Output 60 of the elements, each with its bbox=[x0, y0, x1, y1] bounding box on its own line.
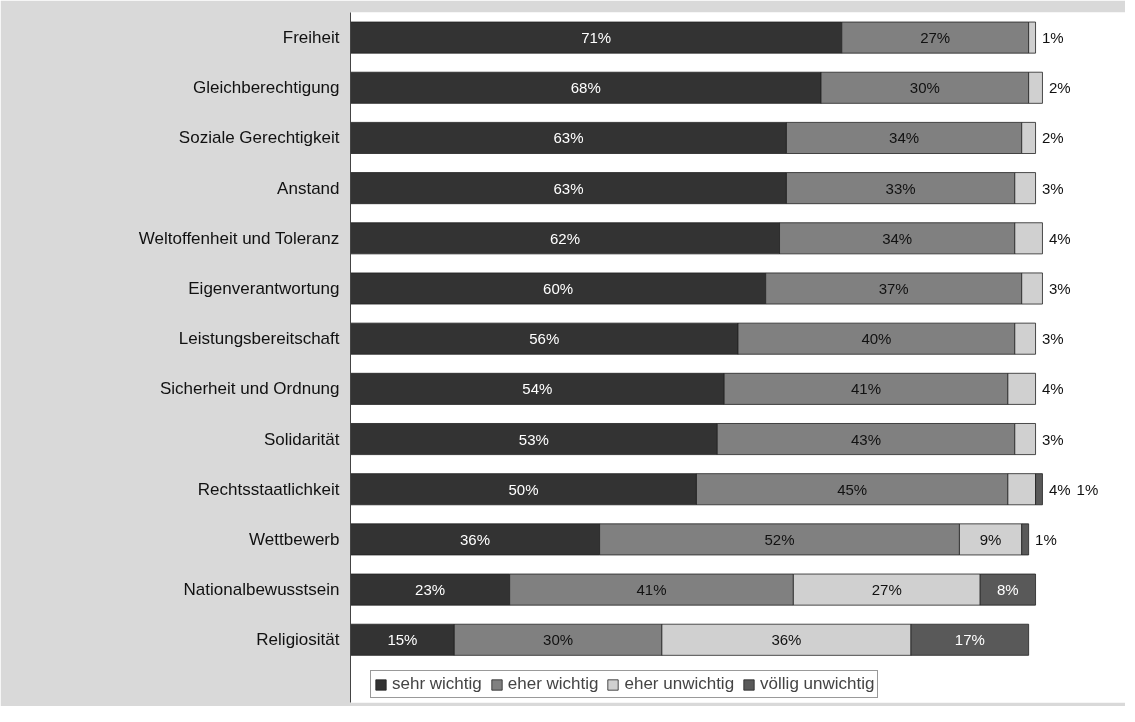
data-label: 1% bbox=[1076, 480, 1099, 498]
data-label: 27% bbox=[920, 29, 951, 47]
data-label: 63% bbox=[553, 129, 584, 147]
data-label: 3% bbox=[1042, 430, 1064, 448]
y-tick-label: Religiosität bbox=[256, 630, 340, 650]
data-label: 50% bbox=[508, 480, 539, 498]
data-label: 52% bbox=[764, 530, 795, 548]
y-tick-label: Eigenverantwortung bbox=[188, 279, 340, 298]
y-tick-label: Sicherheit und Ordnung bbox=[159, 379, 340, 399]
legend-label: eher wichtig bbox=[507, 674, 599, 694]
data-label: 45% bbox=[837, 480, 868, 498]
data-label: 4% bbox=[1042, 380, 1064, 398]
data-label: 41% bbox=[636, 581, 667, 599]
data-label: 68% bbox=[570, 79, 601, 97]
data-label: 9% bbox=[979, 530, 1002, 548]
data-label: 37% bbox=[878, 280, 909, 297]
y-tick-label: Leistungsbereitschaft bbox=[178, 329, 340, 349]
data-label: 33% bbox=[885, 179, 916, 197]
data-label: 1% bbox=[1035, 530, 1057, 548]
y-tick-label: Gleichberechtigung bbox=[193, 78, 340, 98]
y-tick-label: Solidarität bbox=[263, 429, 340, 449]
data-label: 4% bbox=[1048, 229, 1071, 247]
data-label: 60% bbox=[543, 280, 574, 297]
y-tick-label: Nationalbewusstsein bbox=[183, 580, 340, 600]
data-label: 4% bbox=[1048, 480, 1071, 498]
data-label: 2% bbox=[1048, 79, 1071, 97]
legend-label: völlig unwichtig bbox=[760, 674, 875, 694]
data-label: 63% bbox=[553, 179, 584, 197]
data-label: 40% bbox=[861, 330, 892, 348]
data-label: 34% bbox=[882, 229, 913, 247]
data-label: 34% bbox=[889, 129, 920, 147]
data-label: 27% bbox=[871, 581, 902, 599]
data-label: 3% bbox=[1048, 280, 1071, 297]
data-label: 17% bbox=[954, 631, 985, 649]
data-label: 1% bbox=[1042, 29, 1064, 47]
y-tick-label: Rechtsstaatlichkeit bbox=[197, 479, 340, 499]
data-label: 3% bbox=[1042, 179, 1064, 197]
y-tick-label: Wettbewerb bbox=[249, 529, 340, 549]
data-label: 23% bbox=[415, 581, 446, 599]
y-tick-label: Weltoffenheit und Toleranz bbox=[138, 228, 340, 248]
data-label: 36% bbox=[771, 631, 802, 649]
legend-label: sehr wichtig bbox=[392, 674, 482, 694]
data-label: 2% bbox=[1042, 129, 1064, 147]
data-label: 3% bbox=[1042, 330, 1064, 348]
legend-label: eher unwichtig bbox=[624, 674, 735, 694]
data-label: 15% bbox=[387, 631, 418, 649]
y-tick-label: Anstand bbox=[277, 178, 340, 198]
data-label: 62% bbox=[550, 229, 581, 247]
data-label: 30% bbox=[909, 79, 940, 97]
data-label: 53% bbox=[518, 430, 549, 448]
data-label: 41% bbox=[851, 380, 882, 398]
y-tick-label: Soziale Gerechtigkeit bbox=[178, 128, 340, 148]
data-label: 56% bbox=[529, 330, 560, 348]
y-tick-label: Freiheit bbox=[282, 28, 340, 48]
data-label: 30% bbox=[543, 631, 574, 649]
data-label: 43% bbox=[851, 430, 882, 448]
data-label: 8% bbox=[997, 581, 1019, 599]
data-label: 36% bbox=[460, 530, 491, 548]
data-label: 54% bbox=[522, 380, 553, 398]
data-label: 71% bbox=[581, 29, 612, 47]
